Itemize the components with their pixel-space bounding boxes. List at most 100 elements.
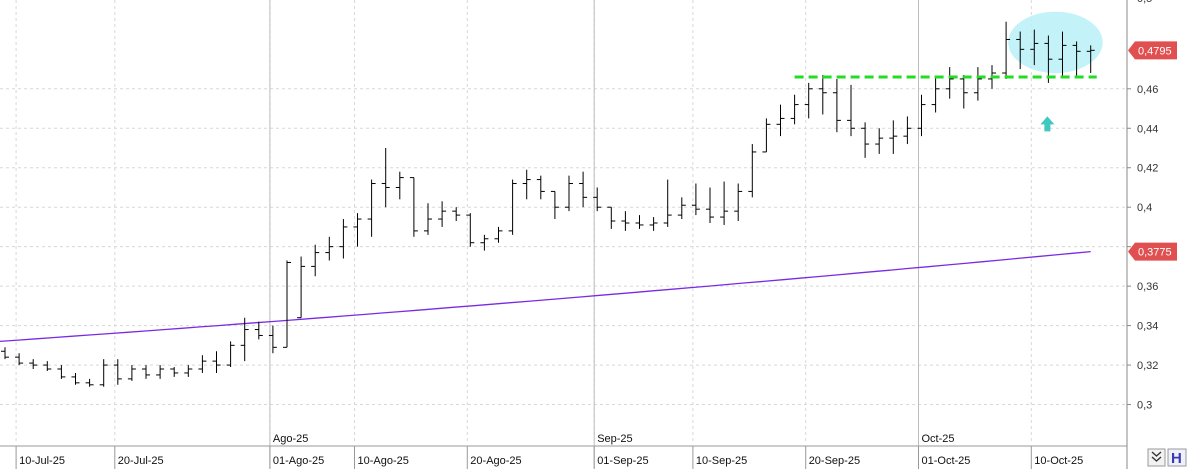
moving-average-line bbox=[0, 250, 1091, 343]
ohlc-bar bbox=[1044, 35, 1053, 83]
price-tags: 0,4795 0,3775 bbox=[1128, 41, 1177, 261]
ohlc-bar bbox=[931, 76, 940, 113]
ohlc-bar bbox=[706, 187, 714, 223]
ohlc-bar bbox=[198, 355, 207, 373]
collapse-button[interactable] bbox=[1147, 448, 1166, 467]
ohlc-bar bbox=[945, 67, 954, 99]
x-date-label: 20-Ago-25 bbox=[470, 455, 521, 467]
ohlc-bar bbox=[579, 171, 588, 208]
ohlc-bar bbox=[903, 116, 912, 145]
x-date-label: 10-Oct-25 bbox=[1034, 455, 1083, 467]
ohlc-bar bbox=[522, 169, 531, 200]
y-tick-label: 0,34 bbox=[1137, 321, 1158, 333]
up-arrow-icon bbox=[1040, 116, 1055, 132]
ohlc-bar bbox=[29, 359, 38, 370]
x-month-label: Ago-25 bbox=[273, 433, 308, 445]
price-tag: 0,4795 bbox=[1128, 41, 1177, 60]
h-button-frame bbox=[1167, 448, 1187, 467]
ohlc-bar bbox=[1072, 41, 1081, 77]
y-tick-label: 0,3 bbox=[1137, 400, 1152, 412]
ohlc-bar bbox=[550, 190, 559, 220]
ohlc-bar bbox=[297, 256, 306, 319]
x-month-label: Sep-25 bbox=[597, 433, 632, 445]
y-tick-label-top: 0,5 bbox=[1137, 0, 1152, 5]
x-date-label: 20-Jul-25 bbox=[118, 455, 164, 467]
chevron-stroke bbox=[1151, 456, 1162, 462]
ohlc-bar bbox=[720, 181, 729, 225]
x-date-label: 10-Jul-25 bbox=[19, 455, 65, 467]
ohlc-bar bbox=[43, 361, 52, 371]
ohlc-bar bbox=[635, 215, 644, 229]
y-tick-label: 0,36 bbox=[1137, 281, 1158, 293]
ohlc-bar bbox=[226, 341, 235, 368]
ohlc-bar bbox=[804, 82, 813, 119]
ohlc-bar bbox=[156, 365, 165, 379]
ohlc-bar bbox=[621, 211, 630, 231]
x-month-label: Oct-25 bbox=[922, 433, 955, 445]
ohlc-bar bbox=[452, 207, 461, 222]
ohlc-bar bbox=[367, 179, 376, 237]
ohlc-bar bbox=[494, 226, 503, 243]
collapse-button-frame bbox=[1147, 448, 1166, 467]
double-chevron-down-icon bbox=[1151, 451, 1162, 462]
ohlc-bar bbox=[99, 359, 108, 387]
h-button[interactable]: H bbox=[1167, 448, 1187, 467]
ohlc-bar bbox=[480, 234, 489, 251]
ohlc-bar bbox=[649, 217, 658, 231]
axes: 0,30,320,340,360,380,40,420,440,460,5Ago… bbox=[0, 0, 1158, 469]
price-tag-bg bbox=[1128, 242, 1177, 261]
ohlc-bar bbox=[71, 372, 80, 385]
ohlc-bar bbox=[127, 365, 136, 381]
x-date-label: 10-Sep-25 bbox=[696, 455, 747, 467]
y-tick-label: 0,46 bbox=[1137, 84, 1158, 96]
x-date-label: 01-Sep-25 bbox=[597, 455, 648, 467]
ohlc-bar bbox=[325, 236, 334, 261]
x-date-label: 01-Oct-25 bbox=[922, 455, 971, 467]
ohlc-bar bbox=[875, 128, 884, 154]
ohlc-bar bbox=[170, 367, 179, 377]
chart-controls: H bbox=[1147, 448, 1187, 467]
ohlc-bar bbox=[268, 325, 277, 354]
ohlc-bar bbox=[424, 203, 432, 235]
ohlc-bar bbox=[466, 213, 475, 247]
chevron-stroke bbox=[1151, 451, 1162, 457]
ohlc-bar bbox=[565, 175, 573, 212]
x-date-label: 01-Ago-25 bbox=[273, 455, 324, 467]
y-tick-label: 0,44 bbox=[1137, 123, 1158, 135]
ohlc-bar bbox=[663, 179, 672, 227]
price-tag-label: 0,3775 bbox=[1138, 247, 1172, 259]
y-tick-label: 0,4 bbox=[1137, 202, 1152, 214]
y-tick-label: 0,42 bbox=[1137, 163, 1158, 175]
ohlc-bar bbox=[607, 206, 616, 229]
ohlc-bar bbox=[57, 365, 66, 379]
ohlc-bar bbox=[748, 144, 757, 198]
ohlc-bar bbox=[1016, 31, 1025, 70]
annotation-arrow-layer bbox=[1040, 116, 1055, 132]
ohlc-bars bbox=[1, 21, 1095, 387]
ohlc-bar bbox=[142, 365, 150, 379]
ohlc-bar bbox=[959, 74, 968, 109]
ohlc-bar bbox=[973, 67, 982, 101]
h-button-label: H bbox=[1171, 450, 1182, 467]
ohlc-bar bbox=[381, 148, 390, 208]
ohlc-bar bbox=[734, 183, 743, 222]
ohlc-bar bbox=[240, 317, 249, 362]
ohlc-bar bbox=[395, 171, 404, 200]
x-date-label: 20-Sep-25 bbox=[809, 455, 860, 467]
ohlc-bar bbox=[1, 347, 9, 360]
ohlc-bar bbox=[776, 104, 785, 137]
ohlc-bar bbox=[339, 219, 348, 259]
ohlc-bar bbox=[85, 378, 94, 387]
price-tag-bg bbox=[1128, 41, 1177, 60]
ohlc-bar bbox=[283, 260, 291, 348]
ohlc-bar bbox=[113, 359, 122, 385]
ohlc-bar bbox=[889, 120, 898, 154]
y-tick-label: 0,32 bbox=[1137, 360, 1158, 372]
ohlc-bar bbox=[409, 177, 418, 237]
ohlc-bar bbox=[1002, 21, 1011, 79]
ohlc-bar bbox=[1086, 45, 1095, 74]
ohlc-bar bbox=[212, 351, 221, 373]
ohlc-bar bbox=[790, 94, 799, 125]
ohlc-bar bbox=[861, 122, 870, 158]
